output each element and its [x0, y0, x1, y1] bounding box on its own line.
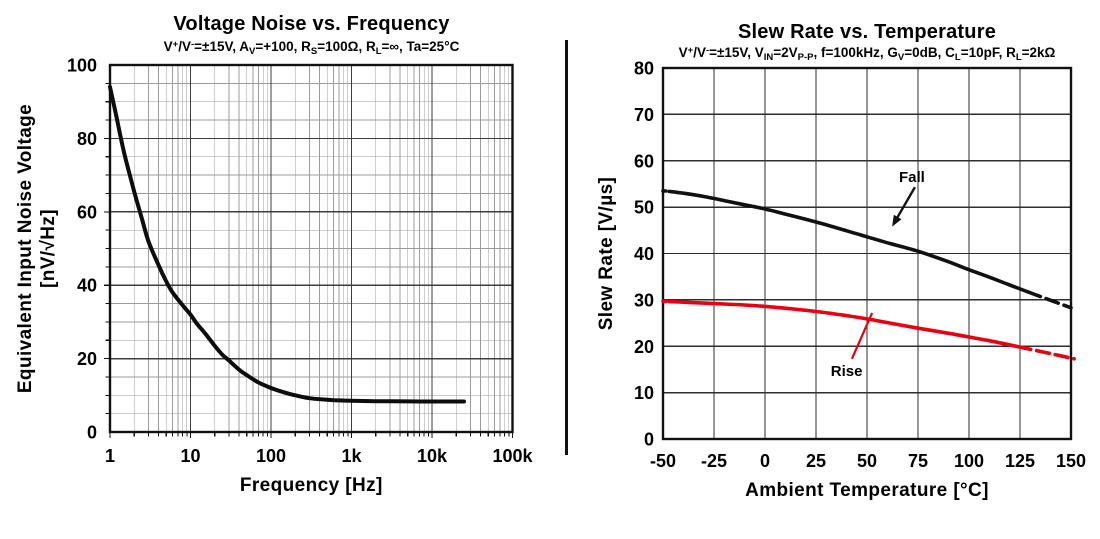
- voltage-noise-plot: 1 10 100 1k 10k 100k 0 20 40 60 80 100 Frequency [Hz…: [15, 56, 534, 497]
- major-grid: [662, 67, 1072, 440]
- y-tick-label: 30: [634, 290, 654, 310]
- plot-border: [108, 63, 514, 434]
- x-tick-label: 10k: [417, 446, 448, 466]
- y-tick-label: 60: [77, 202, 97, 222]
- minor-grid: [110, 65, 513, 432]
- y-tick-label: 20: [634, 337, 654, 357]
- x-axis-label: Frequency [Hz]: [240, 475, 383, 496]
- rise-annotation: Rise: [831, 363, 863, 380]
- x-tick-label: 1: [105, 446, 115, 466]
- rise-curve: [667, 299, 1020, 349]
- x-tick-label: -50: [650, 451, 676, 471]
- y-tick-label: 0: [87, 423, 97, 443]
- voltage-noise-title: Voltage Noise vs. Frequency: [173, 13, 450, 35]
- x-tick-label: -25: [701, 451, 727, 471]
- x-tick-label: 125: [1005, 451, 1035, 471]
- noise-curve: [108, 85, 466, 404]
- annotation-arrow-line: [895, 186, 916, 220]
- x-tick-label: 100: [954, 451, 984, 471]
- y-tick-label: 60: [634, 151, 654, 171]
- slew-rate-conditions: V+/V-=±15V, VIN=2VP-P, f=100kHz, GV=0dB,…: [678, 45, 1056, 63]
- annotation-leader-line: [850, 312, 874, 360]
- x-tick-label: 25: [806, 451, 826, 471]
- x-tick-label: 150: [1056, 451, 1086, 471]
- x-tick-label: 0: [760, 451, 770, 471]
- y-tick-label: 20: [77, 349, 97, 369]
- y-tick-label: 10: [634, 383, 654, 403]
- slew-rate-chart: Slew Rate vs. Temperature V+/V-=±15V, VI…: [550, 0, 1100, 539]
- rise-curve: [1016, 344, 1076, 361]
- x-tick-label: 75: [908, 451, 928, 471]
- axis-ticks: [104, 82, 514, 438]
- y-tick-labels: 0 10 20 30 40 50 60 70 80: [634, 59, 654, 450]
- x-tick-label: 10: [180, 446, 200, 466]
- fall-annotation: Fall: [899, 169, 925, 186]
- annotation-arrow-head: [892, 214, 902, 227]
- x-axis-label: Ambient Temperature [°C]: [745, 480, 989, 501]
- y-tick-label: 40: [634, 244, 654, 264]
- slew-rate-title: Slew Rate vs. Temperature: [737, 21, 997, 43]
- x-tick-labels: -50 -25 0 25 50 75 100 125 150: [650, 451, 1086, 471]
- voltage-noise-conditions: V+/V-=±15V, AV=+100, RS=100Ω, RL=∞, Ta=2…: [163, 39, 460, 57]
- x-tick-label: 100k: [492, 446, 533, 466]
- y-tick-label: 100: [67, 56, 97, 76]
- x-tick-label: 100: [256, 446, 286, 466]
- x-tick-label: 50: [857, 451, 877, 471]
- y-tick-label: 70: [634, 105, 654, 125]
- x-tick-labels: 1 10 100 1k 10k 100k: [105, 446, 534, 466]
- y-tick-label: 80: [634, 59, 654, 79]
- chart-divider: [565, 40, 568, 455]
- y-axis-label: Equivalent Input Noise Voltage: [15, 104, 36, 393]
- y-tick-label: 80: [77, 129, 97, 149]
- y-tick-label: 40: [77, 276, 97, 296]
- fall-curve: [1026, 290, 1073, 310]
- fall-curve: [667, 189, 1030, 294]
- y-axis-label: [nV/√Hz]: [38, 209, 59, 288]
- voltage-noise-chart: Voltage Noise vs. Frequency V+/V-=±15V, …: [15, 13, 534, 497]
- y-tick-labels: 0 20 40 60 80 100: [67, 56, 97, 443]
- y-tick-label: 0: [644, 430, 654, 450]
- x-tick-label: 1k: [341, 446, 362, 466]
- y-axis-label: Slew Rate [V/µs]: [596, 177, 617, 331]
- plot-border: [661, 66, 1073, 441]
- slew-rate-plot: -50 -25 0 25 50 75 100 125 150 0 10 20 30 40 50 60 70 80 A…: [596, 59, 1086, 502]
- y-tick-label: 50: [634, 198, 654, 218]
